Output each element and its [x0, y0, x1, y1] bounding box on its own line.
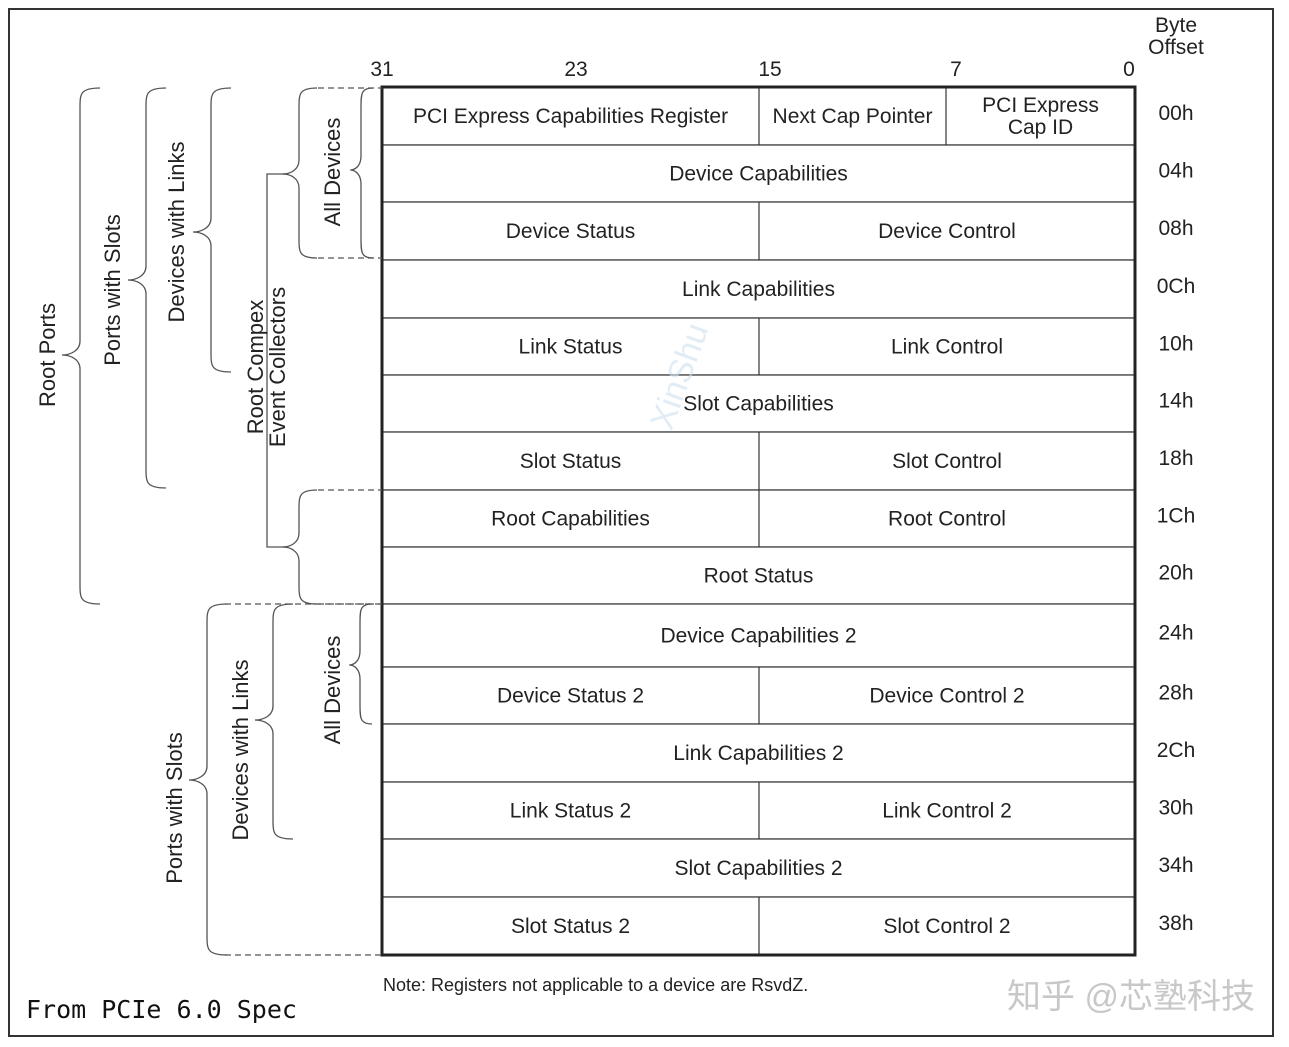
row-box — [381, 546, 1136, 605]
byte-offset: 18h — [1158, 447, 1193, 470]
byte-offset: 20h — [1158, 562, 1193, 585]
register-row: Device Capabilities 2 24h — [381, 603, 1194, 668]
register-field: Link Status — [519, 336, 623, 359]
bit-label: 7 — [950, 58, 962, 81]
offset-label: Offset — [1148, 36, 1204, 59]
byte-offset: 38h — [1158, 912, 1193, 935]
byte-offset: 08h — [1158, 217, 1193, 240]
all-devices-2-brace — [349, 603, 373, 725]
byte-offset: 28h — [1158, 682, 1193, 705]
register-field: Device Capabilities — [669, 163, 848, 186]
root-complex-bracket — [266, 173, 285, 548]
row-box — [381, 259, 1136, 319]
register-field: Next Cap Pointer — [773, 105, 933, 128]
byte-offset: 10h — [1158, 333, 1193, 356]
register-field: Link Capabilities — [682, 278, 835, 301]
register-field: Slot Status — [520, 450, 622, 473]
ports-with-slots-2-brace — [188, 603, 228, 956]
register-field: Slot Control 2 — [883, 915, 1010, 938]
register-field: Link Control — [891, 336, 1003, 359]
register-field: Device Capabilities 2 — [660, 625, 856, 648]
root-ports-brace — [61, 87, 101, 605]
row-box — [381, 838, 1136, 898]
register-row: Slot Status 2 Slot Control 2 38h — [381, 896, 1194, 956]
byte-offset: 2Ch — [1157, 739, 1196, 762]
register-row: Device Capabilities 04h — [381, 144, 1194, 203]
byte-offset: 34h — [1158, 854, 1193, 877]
register-field: Root Control — [888, 508, 1006, 531]
register-row: Device Status 2 Device Control 2 28h — [381, 666, 1194, 725]
outer-border — [8, 8, 1274, 1037]
byte-offset: 04h — [1158, 160, 1193, 183]
label-root-ports: Root Ports — [35, 303, 60, 407]
register-row: Link Capabilities 2 2Ch — [381, 723, 1196, 783]
register-field: PCI Express Capabilities Register — [413, 105, 728, 128]
register-field: Device Control — [878, 220, 1016, 243]
register-row: Root Status 20h — [381, 546, 1194, 605]
byte-offset: 30h — [1158, 797, 1193, 820]
register-row: Root Capabilities Root Control 1Ch — [381, 489, 1196, 548]
label-ports-with-slots: Ports with Slots — [100, 214, 125, 366]
root-complex-lower-brace — [282, 489, 318, 605]
register-field: Device Status 2 — [497, 685, 644, 708]
byte-offset: 24h — [1158, 622, 1193, 645]
register-field: Slot Control — [892, 450, 1002, 473]
devices-with-links-2-brace — [254, 603, 294, 840]
register-field: Slot Capabilities 2 — [674, 857, 842, 880]
register-field: Slot Status 2 — [511, 915, 630, 938]
bit-label: 23 — [564, 58, 587, 81]
register-row: Slot Capabilities 14h — [381, 374, 1194, 433]
register-field: Root Capabilities — [491, 508, 650, 531]
register-row: Slot Capabilities 2 34h — [381, 838, 1194, 898]
register-field: Root Status — [704, 565, 814, 588]
bit-label: 0 — [1123, 58, 1135, 81]
table-border — [380, 85, 1137, 957]
ports-with-slots-brace — [127, 87, 167, 489]
caption: From PCIe 6.0 Spec — [26, 995, 297, 1024]
register-field: Link Capabilities 2 — [673, 742, 843, 765]
bit-label: 31 — [370, 58, 393, 81]
label-root-complex: Root Compex — [243, 300, 268, 435]
byte-offset: 00h — [1158, 102, 1193, 125]
register-row: Link Status 2 Link Control 2 30h — [381, 781, 1194, 840]
label-devices-with-links: Devices with Links — [164, 142, 189, 323]
devices-with-links-brace — [192, 87, 232, 373]
label-event-collectors: Event Collectors — [265, 287, 290, 447]
label-all-devices-2: All Devices — [320, 636, 345, 745]
note: Note: Registers not applicable to a devi… — [383, 975, 808, 995]
all-devices-outer-brace — [282, 87, 318, 259]
label-ports-with-slots-2: Ports with Slots — [162, 732, 187, 884]
register-field: Link Control 2 — [882, 800, 1012, 823]
label-all-devices: All Devices — [320, 118, 345, 227]
register-row: Device Status Device Control 08h — [381, 201, 1194, 261]
bit-label: 15 — [758, 58, 781, 81]
byte-offset: 1Ch — [1157, 505, 1196, 528]
all-devices-brace — [350, 87, 374, 259]
byte-offset: 0Ch — [1157, 275, 1196, 298]
group-labels: Root Ports Ports with Slots Devices with… — [35, 118, 345, 884]
register-field: Device Status — [506, 220, 636, 243]
label-devices-with-links-2: Devices with Links — [228, 660, 253, 841]
register-field: Link Status 2 — [510, 800, 631, 823]
register-field-line: Cap ID — [1008, 116, 1073, 139]
register-field: Device Control 2 — [869, 685, 1024, 708]
register-row: Link Capabilities 0Ch — [381, 259, 1196, 319]
register-row: Slot Status Slot Control 18h — [381, 431, 1194, 491]
byte-offset: 14h — [1158, 390, 1193, 413]
register-row: PCI Express Capabilities Register Next Ca… — [381, 86, 1194, 146]
register-field: Slot Capabilities — [683, 393, 834, 416]
register-field-line: PCI Express — [982, 94, 1099, 117]
zhihu-watermark: 知乎 @芯塾科技 — [1007, 978, 1255, 1016]
byte-label: Byte — [1155, 14, 1197, 37]
register-row: Link Status Link Control 10h — [381, 317, 1194, 376]
